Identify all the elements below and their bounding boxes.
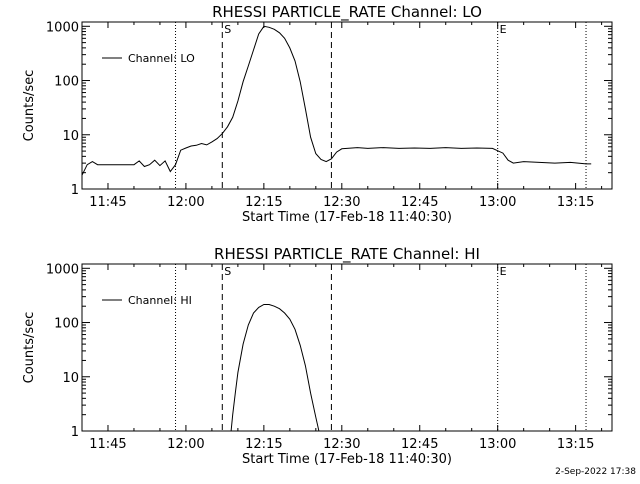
panel-1-x-tick-label: 12:00 [167, 195, 204, 210]
panel-2-y-tick-label: 10 [62, 371, 79, 386]
panel-1-x-axis-label: Start Time (17-Feb-18 11:40:30) [242, 210, 452, 225]
panel-1-y-tick-label: 100 [54, 75, 79, 90]
panel-2-plot-frame [81, 263, 613, 432]
panel-2-x-tick-label: 13:00 [479, 437, 516, 452]
panel-1-x-tick-label: 12:15 [245, 195, 282, 210]
panel-1-y-tick-label: 1 [71, 183, 79, 198]
panel-1-y-tick-label: 10 [62, 129, 79, 144]
panel-1-x-tick-label: 12:30 [323, 195, 360, 210]
panel-2-marker-label: E [500, 265, 507, 278]
panel-1-x-tick-label: 13:15 [557, 195, 594, 210]
panel-2-y-tick-label: 1000 [46, 262, 79, 277]
panel-1-legend-label: Channel: LO [128, 52, 195, 65]
panel-1-x-tick-label: 12:45 [401, 195, 438, 210]
panel-1-x-tick-label: 11:45 [89, 195, 126, 210]
panel-1-x-tick-label: 13:00 [479, 195, 516, 210]
panel-2-x-tick-label: 13:15 [557, 437, 594, 452]
panel-1-plot-frame [81, 21, 613, 190]
panel-2-y-tick-label: 1 [71, 425, 79, 440]
panel-2-marker-label: S [224, 265, 231, 278]
panel-2-x-tick-label: 12:00 [167, 437, 204, 452]
panel-2-legend-label: Channel: HI [128, 294, 192, 307]
panel-2-x-tick-label: 12:30 [323, 437, 360, 452]
panel-1-marker-label: E [500, 23, 507, 36]
panel-1-y-axis-label: Counts/sec [22, 70, 37, 142]
panel-2-x-tick-label: 12:45 [401, 437, 438, 452]
panel-2-x-tick-label: 11:45 [89, 437, 126, 452]
panel-2-x-axis-label: Start Time (17-Feb-18 11:40:30) [242, 452, 452, 467]
panel-2-y-axis-label: Counts/sec [22, 312, 37, 384]
panel-1-series-line [81, 25, 592, 176]
panel-1-title: RHESSI PARTICLE_RATE Channel: LO [212, 3, 482, 22]
panel-2-title: RHESSI PARTICLE_RATE Channel: HI [214, 245, 480, 264]
panel-1-y-tick-label: 1000 [46, 20, 79, 35]
plot-timestamp: 2-Sep-2022 17:38 [555, 467, 636, 477]
panel-1-marker-label: S [224, 23, 231, 36]
panel-2-series-line [230, 304, 320, 432]
panel-2-y-tick-label: 100 [54, 317, 79, 332]
panel-2-x-tick-label: 12:15 [245, 437, 282, 452]
